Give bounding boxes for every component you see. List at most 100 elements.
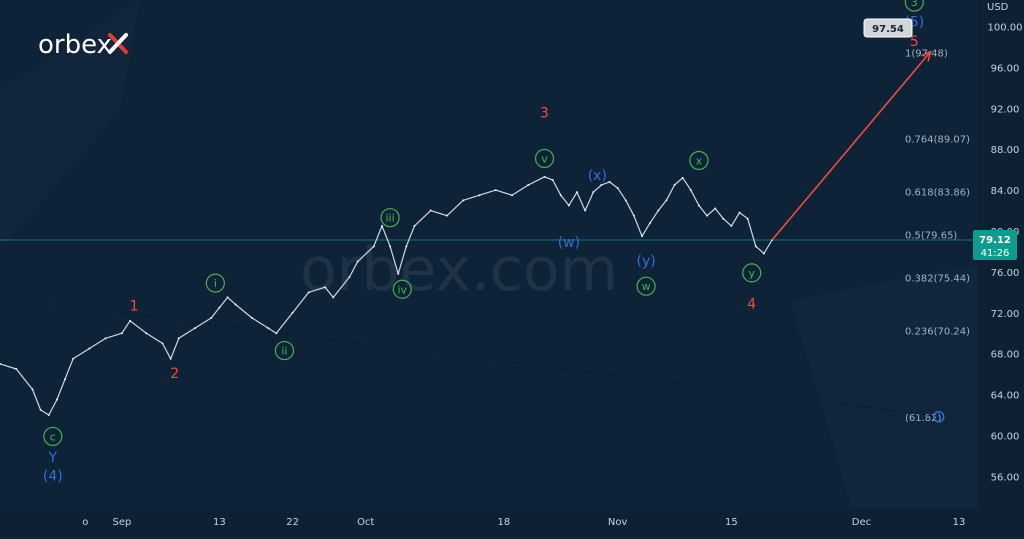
price-point: [267, 327, 270, 330]
wave-label-text: y: [748, 267, 755, 280]
price-point: [64, 378, 67, 381]
target-price-tag[interactable]: 97.54: [863, 18, 913, 38]
price-point: [380, 224, 383, 227]
price-point: [250, 316, 253, 319]
price-point: [169, 357, 172, 360]
logo-wordmark: orbex: [38, 30, 112, 60]
wave-label-text: ii: [281, 345, 287, 358]
price-point: [462, 199, 465, 202]
wave-label-blue: (x): [588, 168, 607, 184]
price-point: [632, 214, 635, 217]
wave-label-circle-3: 3: [904, 0, 924, 12]
price-point: [55, 398, 58, 401]
time-tick-label: 13: [953, 517, 966, 528]
wave-label-circle-iv: iv: [392, 279, 412, 299]
price-point: [600, 183, 603, 186]
price-point: [405, 245, 408, 248]
price-point: [697, 204, 700, 207]
price-point: [39, 408, 42, 411]
price-point: [210, 316, 213, 319]
wave-label-circle-v: v: [534, 148, 555, 169]
current-price-tag[interactable]: 79.12 41:26: [973, 230, 1017, 260]
price-point: [584, 209, 587, 212]
price-point: [592, 191, 595, 194]
fib-level-label: (61.82): [905, 413, 942, 424]
price-point: [88, 347, 91, 350]
time-tick-label: Sep: [112, 517, 131, 528]
time-axis-ticks: o Sep 13 22 Oct 18 Nov 15 Dec 13: [82, 517, 965, 528]
price-point: [673, 183, 676, 186]
price-point: [543, 175, 546, 178]
target-tag-background: [863, 18, 913, 38]
price-point: [665, 199, 668, 202]
price-tick-label: 84.00: [991, 186, 1020, 197]
fib-level-label: 0.5(79.65): [905, 231, 957, 242]
price-point: [478, 194, 481, 197]
price-point: [145, 332, 148, 335]
wave-label-text: 3: [911, 0, 918, 9]
time-tick-label: o: [82, 517, 88, 528]
price-point: [104, 337, 107, 340]
price-point: [332, 296, 335, 299]
price-tick-label: 96.00: [991, 63, 1020, 74]
price-series: [0, 175, 774, 416]
price-point: [218, 306, 221, 309]
price-point: [177, 337, 180, 340]
price-point: [47, 413, 50, 416]
price-tick-label: 100.00: [988, 23, 1023, 34]
price-point: [527, 183, 530, 186]
target-tag-value: 97.54: [872, 24, 904, 35]
price-point: [194, 327, 197, 330]
time-tick-label: Dec: [852, 517, 871, 528]
price-point: [511, 194, 513, 197]
wave-label-text: c: [50, 430, 56, 443]
orbex-logo: orbex: [38, 30, 128, 60]
price-point: [389, 245, 392, 248]
price-point: [762, 252, 765, 255]
price-point: [120, 332, 123, 335]
price-tick-label: 64.00: [991, 391, 1020, 402]
price-point: [348, 275, 351, 278]
price-point: [706, 214, 709, 217]
wave-circle: [274, 340, 295, 361]
dashed-trendline: [0, 296, 943, 418]
time-tick-label: Oct: [357, 517, 374, 528]
price-point: [567, 204, 570, 207]
time-tick-label: 15: [725, 517, 738, 528]
wave-circle: [636, 276, 656, 296]
price-point: [291, 311, 294, 314]
forecast-arrowhead: [921, 50, 932, 62]
price-line: [0, 176, 773, 416]
price-point: [641, 235, 644, 238]
wave-label-circle-y: y: [742, 263, 762, 283]
wave-label-blue: (y): [636, 254, 655, 270]
fib-level-label: 0.618(83.86): [905, 188, 970, 199]
time-tick-label: Nov: [608, 517, 628, 528]
wave-label-text: x: [696, 154, 703, 167]
price-point: [754, 245, 757, 248]
time-tick-label: 18: [498, 517, 511, 528]
wave-label-circle-c: c: [43, 426, 63, 447]
wave-label-circle-i: i: [205, 273, 225, 293]
trendline: [0, 296, 943, 418]
fib-level-label: 0.382(75.44): [905, 274, 970, 285]
price-tick-label: 88.00: [991, 145, 1020, 156]
price-point: [372, 245, 375, 248]
forecast-projection: [771, 50, 932, 241]
price-point: [730, 224, 733, 227]
price-point: [413, 224, 416, 227]
price-point: [429, 209, 432, 212]
price-point: [275, 332, 278, 335]
price-point: [307, 291, 310, 294]
price-point: [0, 362, 1, 365]
wave-label-red: 3: [540, 105, 549, 121]
trendline-endpoint-marker[interactable]: [932, 411, 945, 423]
wave-label-text: iv: [397, 283, 407, 296]
wave-circle: [904, 0, 924, 12]
price-point: [15, 367, 18, 370]
price-point: [551, 178, 554, 181]
price-point: [72, 357, 75, 360]
